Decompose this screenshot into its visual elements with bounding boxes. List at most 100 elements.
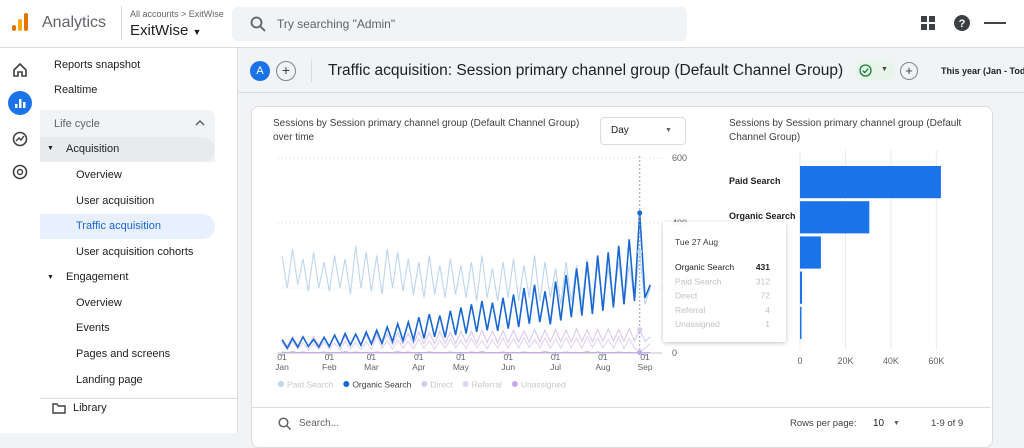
granularity-value: Day [611,125,629,136]
divider [251,407,991,408]
nav-item[interactable]: Events [76,322,110,334]
pagination: 1-9 of 9 [931,418,964,429]
bar-chart-title: Sessions by Session primary channel grou… [729,118,962,143]
nav-item[interactable]: User acquisition cohorts [76,246,194,258]
nav-item[interactable]: Overview [76,297,122,309]
expand-caret: ▼ [47,145,54,152]
report-title: Traffic acquisition: Session primary cha… [328,62,844,79]
caret: ▼ [893,420,900,427]
add-comparison[interactable]: + [276,61,296,81]
y-tick-label: 600 [672,153,687,163]
legend-marker [462,381,469,387]
hover-point [637,327,643,333]
home-icon[interactable] [12,62,28,78]
search-icon [278,417,291,430]
series-line [281,245,651,305]
x-tick-label: 20K [837,356,853,366]
tooltip-value: 431 [756,262,770,272]
nav-group[interactable]: Acquisition [66,143,120,155]
x-tick-label: 01 May [453,352,470,372]
x-tick-label: 60K [928,356,944,366]
series-line [281,351,651,354]
search-icon [250,16,266,32]
tooltip-value: 1 [765,319,770,329]
rows-per-page[interactable]: 10 [873,418,885,429]
bar-category-label: Paid Search [729,176,781,186]
bar [800,166,941,199]
legend-label: Referral [472,380,502,390]
charts: 020040060001Jan01Feb01Mar01Apr01May01Jun… [275,150,944,390]
bar [800,271,803,304]
x-tick-label: 01 Sep [637,352,652,372]
caret: ▼ [192,27,202,37]
legend-label: Paid Search [287,380,334,390]
account-name[interactable]: ExitWise [130,22,189,39]
tooltip-value: 312 [756,276,770,286]
tooltip-series: Referral [675,305,705,315]
nav-item[interactable]: Pages and screens [76,348,171,360]
nav-group[interactable]: Engagement [66,271,129,283]
help-icon[interactable]: ? [954,15,970,31]
divider [311,60,312,82]
legend-marker [278,381,284,387]
date-range[interactable]: This year (Jan - Tod [941,66,1024,76]
hover-point [637,350,643,356]
x-tick-label: 0 [797,356,802,366]
svg-text:?: ? [959,18,966,30]
tooltip-series: Paid Search [675,276,722,286]
hover-point [637,210,643,216]
legend-marker [421,381,428,387]
nav-item[interactable]: Reports snapshot [54,59,141,71]
series-line [281,212,652,350]
x-tick-label: 01 Apr [412,352,425,372]
x-tick-label: 01 Jun [501,352,515,372]
caret: ▼ [665,127,672,134]
acquisition-bg [40,137,215,162]
tooltip-value: 72 [761,291,771,301]
divider [121,6,122,40]
reports-icon[interactable] [8,91,32,115]
granularity-dropdown[interactable]: Day ▼ [600,117,686,145]
nav-item[interactable]: Realtime [54,84,98,96]
collapse-icon[interactable] [195,119,205,127]
divider [237,92,1024,93]
advertising-icon[interactable] [12,164,28,180]
avatar[interactable]: A [250,61,270,81]
nav-item-selected[interactable]: Traffic acquisition [40,214,215,239]
x-tick-label: 01 Jul [550,352,561,372]
explore-icon[interactable] [12,131,28,147]
x-tick-label: 01 Feb [322,352,337,372]
account-selector[interactable]: ExitWise ▼ [130,22,201,39]
nav-item[interactable]: Library [73,402,107,414]
nav-item[interactable]: Overview [76,169,122,181]
tooltip-box [663,222,786,342]
x-tick-label: 01 Aug [595,352,610,372]
tooltip-series: Direct [675,291,698,301]
bar [800,236,821,269]
add-button[interactable]: + [900,62,918,80]
legend-label: Direct [430,380,453,390]
account-logo[interactable] [984,15,1008,31]
search-bar[interactable]: Try searching "Admin" [232,7,687,41]
bar [800,306,802,339]
tooltip-series: Organic Search [675,262,734,272]
legend-label: Unassigned [521,380,566,390]
check-icon [859,64,872,77]
hover-point [637,249,643,255]
status-chip[interactable]: ▼ [855,61,895,80]
nav-item[interactable]: Landing page [76,374,143,386]
expand-caret: ▼ [47,274,54,281]
apps-icon[interactable] [921,16,935,30]
nav-section[interactable]: Life cycle [54,118,100,130]
search-placeholder: Try searching "Admin" [277,17,396,31]
bar-category-label: Organic Search [729,211,796,221]
legend-marker [511,381,518,387]
y-tick-label: 0 [672,348,677,358]
table-search[interactable]: Search... [299,418,340,429]
analytics-logo [12,13,28,31]
nav-item[interactable]: User acquisition [76,195,155,207]
breadcrumb[interactable]: All accounts > ExitWise [130,9,224,19]
x-tick-label: 01 Jan [275,352,289,372]
bar [800,201,870,234]
